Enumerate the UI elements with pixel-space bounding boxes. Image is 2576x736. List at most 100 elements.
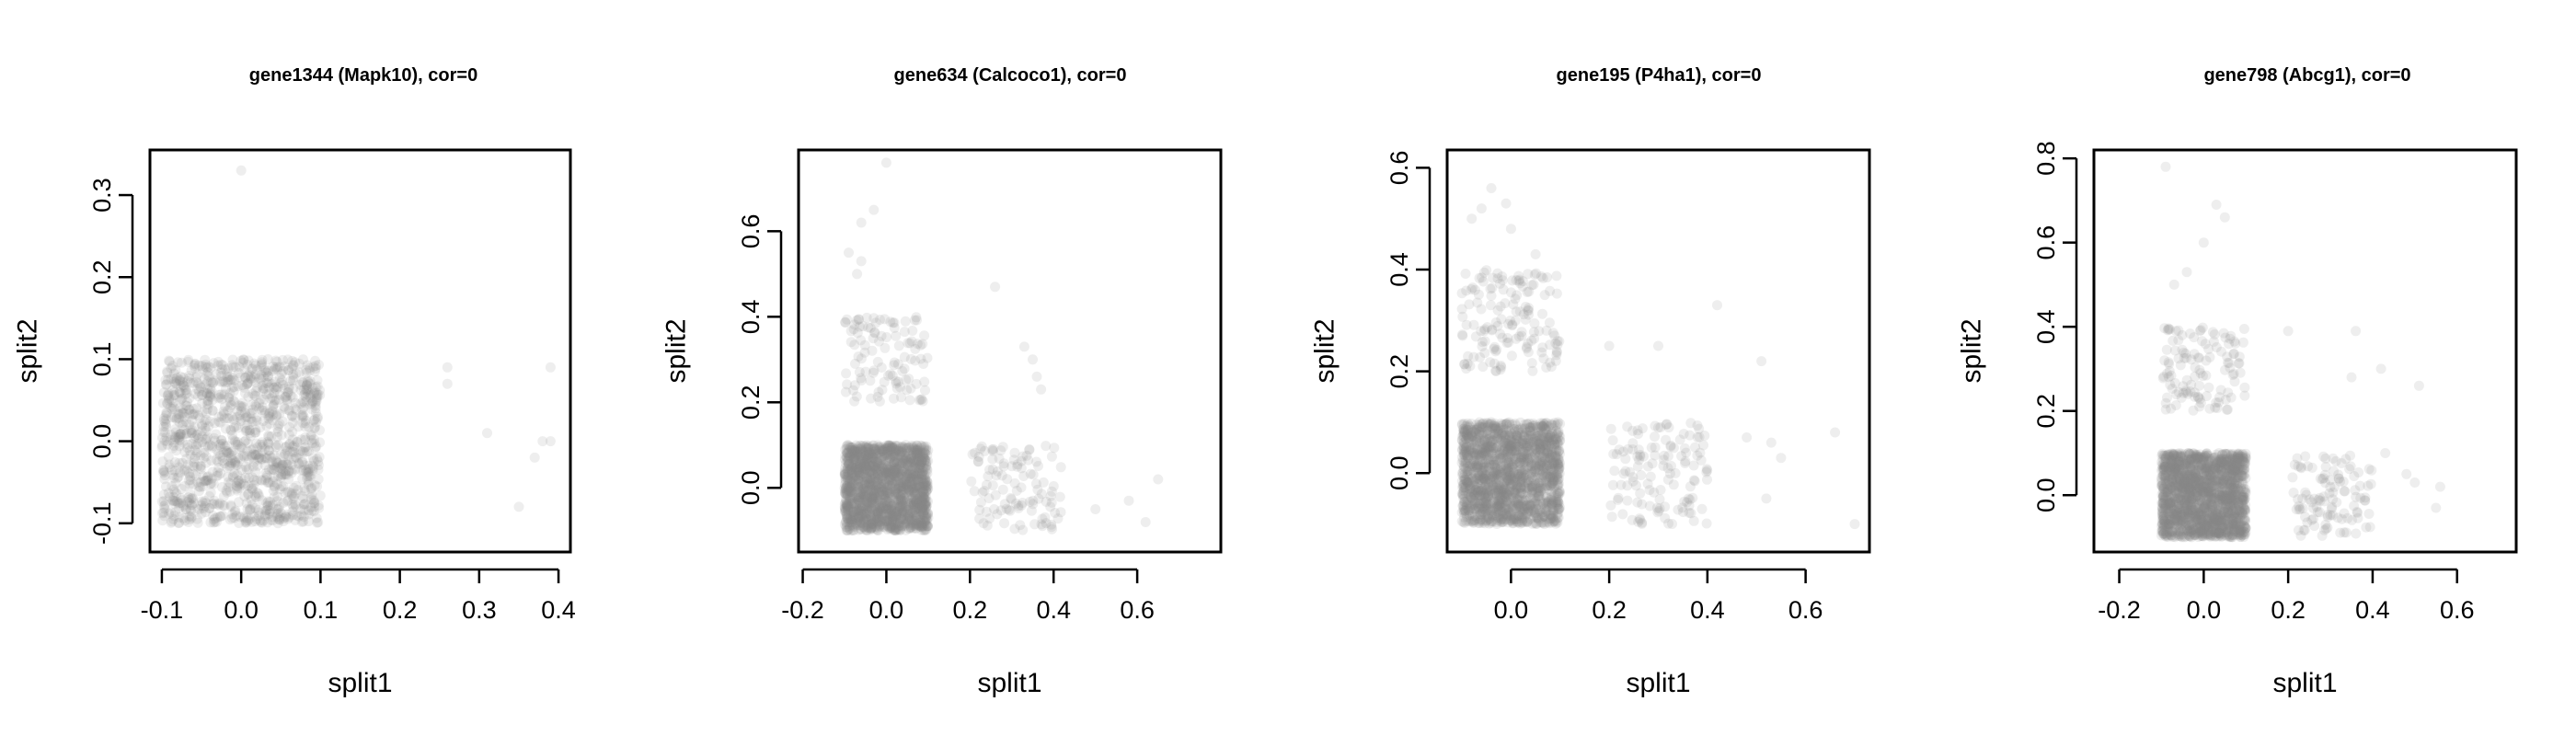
data-point <box>171 373 182 384</box>
data-point <box>897 514 908 525</box>
data-point <box>239 364 250 375</box>
data-point <box>157 397 168 408</box>
data-point <box>263 376 274 387</box>
data-point <box>284 421 294 432</box>
data-point <box>169 466 180 477</box>
data-point <box>880 450 891 461</box>
data-point <box>308 455 319 466</box>
data-point <box>277 375 287 386</box>
data-point <box>284 438 295 449</box>
data-point <box>1123 495 1134 506</box>
data-point <box>156 442 167 453</box>
y-tick-label: 0.6 <box>737 214 765 249</box>
data-point <box>193 391 204 402</box>
data-point <box>311 387 322 398</box>
data-point <box>167 401 178 412</box>
data-point <box>921 441 932 452</box>
data-point <box>310 408 321 418</box>
data-point <box>899 327 910 338</box>
data-point <box>285 446 295 457</box>
data-point <box>1153 474 1164 485</box>
data-point <box>156 496 167 507</box>
data-point <box>199 386 210 397</box>
data-point <box>160 410 171 421</box>
data-point <box>167 481 178 491</box>
data-point <box>186 511 197 522</box>
data-point <box>901 479 912 490</box>
data-point <box>232 411 243 422</box>
data-point <box>257 475 268 486</box>
data-point <box>232 439 243 450</box>
data-point <box>312 517 323 528</box>
data-point <box>164 491 175 502</box>
data-point <box>171 488 182 499</box>
data-point <box>170 364 181 375</box>
data-point <box>263 438 274 449</box>
data-point <box>196 390 207 400</box>
data-point <box>160 379 171 390</box>
data-point <box>291 500 302 512</box>
data-point <box>180 504 191 515</box>
data-point <box>205 517 216 528</box>
data-point <box>158 496 169 507</box>
data-point <box>234 443 245 454</box>
data-point <box>236 413 247 424</box>
data-point <box>158 387 169 398</box>
data-point <box>842 500 853 511</box>
data-point <box>293 358 305 369</box>
data-point <box>892 470 903 481</box>
data-point <box>987 454 998 465</box>
data-point <box>859 339 870 351</box>
data-point <box>176 492 186 503</box>
data-point <box>201 475 212 486</box>
data-point <box>267 406 278 417</box>
data-point <box>260 367 271 378</box>
data-point <box>841 368 852 379</box>
data-point <box>246 431 256 442</box>
data-point <box>207 499 218 510</box>
data-point <box>264 450 275 461</box>
data-point <box>223 447 234 458</box>
data-point <box>269 482 280 493</box>
data-point <box>282 386 293 397</box>
data-point <box>972 456 983 467</box>
data-point <box>242 445 253 456</box>
data-point <box>312 411 323 422</box>
data-point <box>177 457 188 468</box>
data-point <box>310 355 321 366</box>
data-point <box>272 362 283 373</box>
data-point <box>230 458 241 469</box>
data-point <box>845 482 856 493</box>
data-point <box>206 441 217 452</box>
data-point <box>287 434 298 445</box>
data-point <box>238 382 249 393</box>
data-point <box>919 518 930 528</box>
data-point <box>856 217 867 228</box>
data-point <box>284 439 294 450</box>
data-point <box>305 434 316 445</box>
data-point <box>250 502 261 513</box>
data-point <box>227 434 238 445</box>
data-point <box>307 383 318 394</box>
data-point <box>853 489 863 500</box>
data-point <box>999 518 1010 529</box>
data-point <box>482 428 492 439</box>
data-point <box>217 482 227 492</box>
data-point <box>254 403 265 414</box>
data-point <box>287 392 298 403</box>
x-tick-label: 0.4 <box>1036 596 1071 624</box>
data-point <box>294 379 305 390</box>
data-point <box>905 353 916 364</box>
data-point <box>195 460 206 471</box>
data-point <box>264 408 275 419</box>
data-point <box>243 464 254 475</box>
data-point <box>224 477 236 489</box>
data-point <box>250 424 261 435</box>
data-point <box>193 385 204 397</box>
data-point <box>181 428 192 439</box>
data-point <box>181 387 192 398</box>
data-point <box>868 204 880 215</box>
data-point <box>200 507 211 518</box>
data-point <box>303 389 314 400</box>
data-point <box>178 500 189 511</box>
